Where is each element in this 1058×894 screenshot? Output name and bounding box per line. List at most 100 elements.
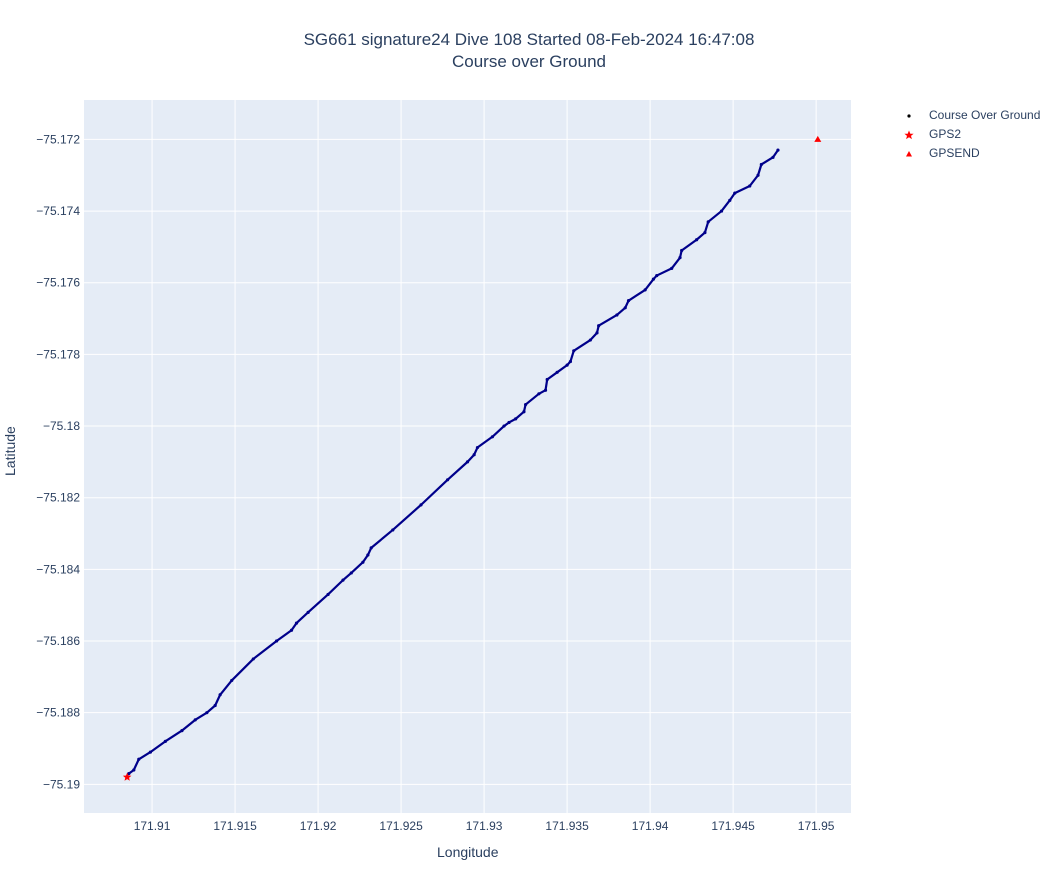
legend-item-gpsend[interactable]: GPSEND [898,144,1040,163]
track-point [655,273,659,278]
legend[interactable]: Course Over Ground GPS2 GPSEND [898,106,1040,163]
track-point [419,503,423,507]
track-point [706,220,710,224]
track-point [294,621,299,625]
track-point [514,417,518,421]
series-course-over-ground [127,148,780,776]
chart-title: SG661 signature24 Dive 108 Started 08-Fe… [303,30,755,49]
track-point [756,173,760,177]
track-point [555,370,559,374]
track-point [565,363,569,367]
x-tick-label: 171.935 [545,819,589,833]
track-point [137,757,141,761]
legend-label: GPS2 [929,127,962,141]
track-point [193,718,197,722]
track-point [148,750,153,754]
track-point [230,678,234,683]
x-tick-label: 171.945 [711,819,755,833]
track-point [522,410,526,414]
track-point [670,266,674,270]
legend-label: GPSEND [929,146,980,160]
track-point [680,248,684,253]
y-tick-label: −75.174 [36,204,80,218]
legend-item-course-over-ground[interactable]: Course Over Ground [898,106,1040,125]
track-point [543,388,548,392]
triangle-icon [906,151,912,157]
track-point [465,460,470,464]
track-point [369,546,373,550]
x-tick-label: 171.92 [300,819,337,833]
x-tick-label: 171.95 [798,819,835,833]
star-icon [904,130,914,140]
track-point [475,445,480,450]
y-tick-label: −75.188 [36,706,80,720]
track-point [163,739,167,743]
track-point [472,453,476,457]
track-point [678,256,682,260]
track-point [595,331,599,335]
track-point [748,184,752,188]
y-tick-label: −75.176 [36,276,80,290]
track-point [502,424,506,428]
track-point [695,238,699,242]
x-axis-title: Longitude [437,844,499,860]
track-point [537,392,541,396]
track-line [127,149,780,775]
y-axis-title: Latitude [2,426,18,476]
track-point [366,553,370,557]
track-point [623,306,627,310]
track-point [568,359,573,364]
track-point [127,771,131,776]
x-tick-label: 171.94 [632,819,669,833]
legend-label: Course Over Ground [929,108,1041,122]
track-point [597,324,601,328]
track-point [361,560,365,564]
plot-background [84,100,851,813]
x-tick-label: 171.925 [379,819,423,833]
track-point [490,435,495,439]
track-point [445,478,450,482]
y-tick-label: −75.182 [36,491,80,505]
track-point [615,313,619,317]
track-point [703,230,707,235]
track-point [391,528,395,532]
track-point [349,571,353,575]
track-point [719,209,724,213]
chart-subtitle: Course over Ground [451,52,607,71]
track-point [507,420,511,425]
y-tick-label: −75.184 [36,562,80,576]
track-point [545,377,549,382]
track-point [728,198,732,202]
y-tick-label: −75.18 [43,419,80,433]
track-point [289,628,294,632]
track-point [213,703,217,708]
track-point [218,693,222,697]
track-point [733,191,737,195]
legend-item-gps2[interactable]: GPS2 [898,125,1040,144]
track-point [180,728,184,733]
x-tick-label: 171.915 [213,819,257,833]
track-point [274,639,279,643]
track-point [205,711,209,715]
track-point [306,610,310,614]
track-point [326,592,330,597]
track-point [776,148,780,152]
track-point [524,402,528,407]
track-point [132,768,136,772]
track-point [643,288,647,292]
y-tick-label: −75.178 [36,347,80,361]
y-tick-label: −75.172 [36,132,80,146]
track-point [341,578,345,582]
track-point [588,338,592,342]
y-tick-label: −75.19 [43,777,80,791]
track-point [759,162,763,167]
track-point [572,349,576,353]
track-point [626,299,631,303]
track-point [251,657,255,661]
x-tick-label: 171.91 [134,819,171,833]
track-point [651,277,656,281]
gpsend-marker [814,135,822,142]
x-tick-label: 171.93 [466,819,503,833]
gps2-marker [122,772,132,781]
